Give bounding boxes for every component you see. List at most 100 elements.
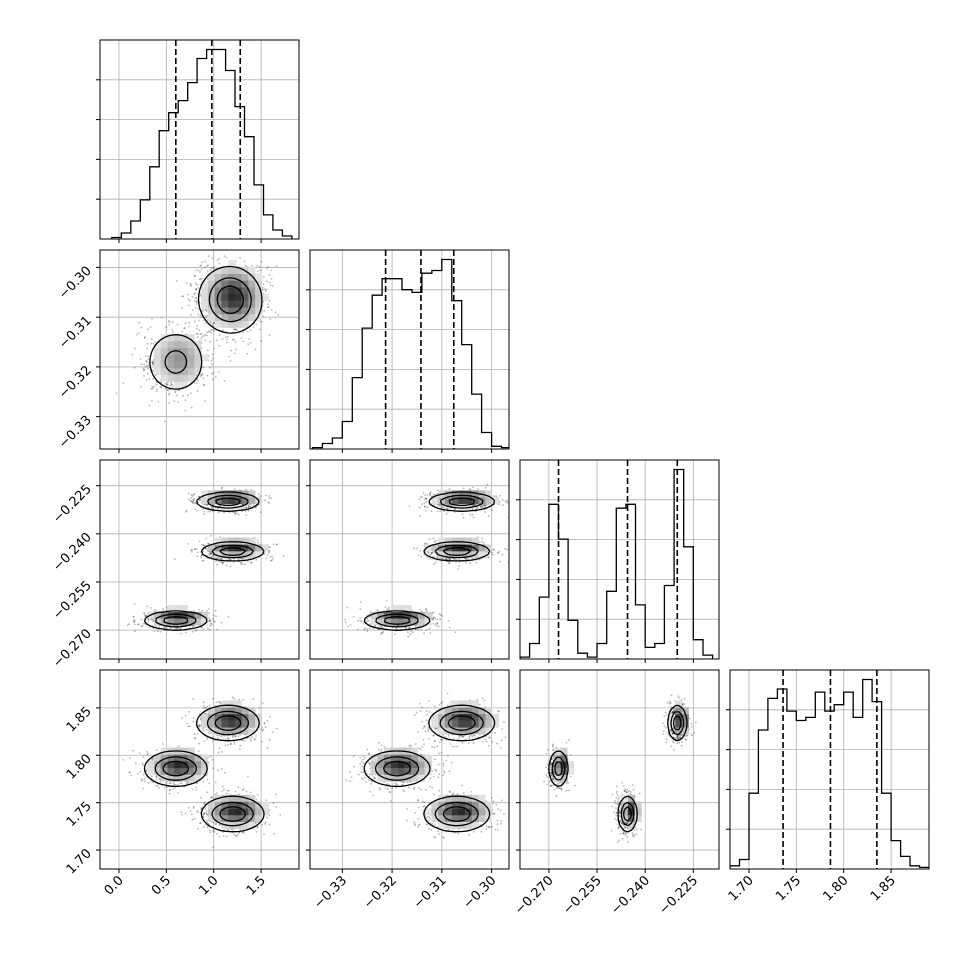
density-cell [167, 611, 175, 619]
sample-point [222, 561, 224, 564]
sample-point [227, 557, 230, 560]
sample-point [407, 627, 410, 629]
sample-point [483, 504, 485, 507]
sample-point [362, 621, 365, 624]
sample-point [438, 625, 440, 628]
sample-point [491, 509, 494, 512]
density-cell [438, 537, 446, 545]
sample-point [184, 327, 186, 329]
density-cell [221, 307, 229, 315]
sample-point [206, 331, 209, 334]
sample-point [212, 510, 214, 513]
sample-point [140, 618, 143, 621]
sample-point [202, 628, 205, 631]
sample-point [229, 511, 231, 514]
sample-point [207, 608, 210, 610]
sample-point [211, 506, 214, 509]
sample-point [218, 334, 221, 337]
sample-point [200, 626, 203, 629]
sample-point [190, 406, 193, 409]
sample-point [204, 807, 207, 810]
sample-point [151, 361, 154, 363]
sample-point [347, 625, 349, 628]
sample-point [223, 511, 225, 514]
sample-point [187, 543, 190, 545]
density-cell [154, 354, 161, 362]
sample-point [205, 537, 208, 540]
sample-point [220, 561, 223, 564]
sample-point [204, 260, 207, 263]
sample-point [481, 505, 484, 508]
sample-point [155, 774, 158, 777]
y-tick-label: −0.240 [50, 530, 95, 575]
sample-point [185, 509, 188, 512]
sample-point [441, 557, 444, 560]
sample-point [202, 308, 204, 311]
sample-point [215, 615, 217, 617]
sample-point [162, 626, 165, 629]
sample-point [244, 563, 246, 566]
sample-point [420, 555, 422, 558]
density-cell [167, 361, 175, 369]
sample-point [256, 264, 258, 267]
sample-point [202, 826, 205, 828]
sample-point [191, 788, 194, 791]
density-cell [194, 354, 202, 362]
sample-point [151, 759, 154, 762]
sample-point [377, 628, 380, 631]
density-cell [214, 293, 222, 301]
sample-point [206, 265, 209, 267]
sample-point [204, 547, 207, 550]
sample-point [190, 392, 192, 394]
sample-point [270, 269, 272, 272]
sample-point [266, 306, 269, 309]
density-cell [154, 347, 161, 355]
sample-point [194, 297, 197, 299]
sample-point [208, 620, 211, 623]
sample-point [487, 556, 490, 559]
sample-point [170, 626, 173, 629]
sample-point [134, 347, 136, 350]
sample-point [429, 558, 432, 561]
sample-point [180, 782, 183, 784]
sample-point [344, 621, 347, 624]
sample-point [385, 600, 388, 602]
sample-point [498, 500, 501, 503]
sample-point [506, 548, 508, 551]
sample-point [413, 547, 416, 550]
sample-point [431, 551, 434, 553]
sample-point [139, 358, 142, 360]
sample-point [152, 362, 154, 365]
sample-point [147, 364, 150, 366]
sample-point [441, 615, 443, 617]
sample-point [212, 322, 215, 325]
sample-point [131, 353, 134, 356]
sample-point [252, 326, 255, 328]
sample-point [447, 511, 449, 513]
sample-point [186, 722, 189, 725]
sample-point [438, 613, 441, 615]
sample-point [268, 274, 271, 276]
sample-point [192, 807, 195, 809]
sample-point [417, 554, 420, 556]
sample-point [483, 504, 486, 507]
sample-point [193, 275, 196, 277]
density-cell [228, 280, 236, 288]
density-cell [241, 551, 249, 559]
density-cell [234, 300, 242, 308]
sample-point [147, 367, 149, 370]
density-cell [255, 293, 263, 301]
density-cell [154, 361, 161, 369]
sample-point [268, 281, 271, 284]
sample-point [187, 394, 189, 397]
sample-point [381, 632, 383, 634]
y-tick-label: −0.31 [56, 313, 95, 352]
density-cell [390, 611, 398, 619]
density-cell [201, 611, 209, 619]
sample-point [142, 367, 145, 370]
density-cell [214, 307, 222, 315]
sample-point [473, 504, 476, 507]
sample-point [208, 619, 211, 622]
sample-point [436, 556, 438, 559]
density-cell [187, 354, 195, 362]
